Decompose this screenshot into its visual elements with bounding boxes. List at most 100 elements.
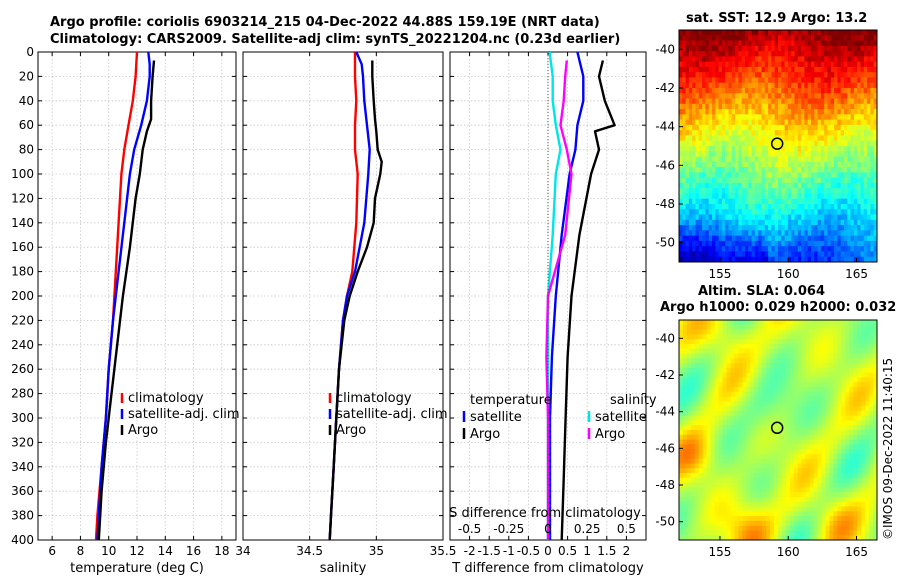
map-cell <box>692 72 696 78</box>
map-cell <box>809 430 815 436</box>
map-cell <box>867 198 871 205</box>
map-cell <box>873 235 878 242</box>
map-cell <box>784 61 789 68</box>
map-cell <box>845 367 850 374</box>
map-cell <box>735 214 739 221</box>
map-cell <box>850 209 855 215</box>
map-cell <box>785 501 791 507</box>
map-cell <box>793 401 799 407</box>
map-cell <box>728 235 733 242</box>
map-cell <box>781 82 785 89</box>
map-cell <box>682 425 688 431</box>
map-cell <box>730 449 735 455</box>
map-cell <box>785 391 791 397</box>
map-cell <box>829 372 834 378</box>
map-cell <box>726 492 731 498</box>
map-cell <box>804 66 809 73</box>
map-cell <box>804 204 809 210</box>
map-cell <box>758 329 763 335</box>
map-cell <box>865 420 870 426</box>
map-cell <box>789 396 795 402</box>
map-cell <box>679 88 683 94</box>
map-cell <box>837 444 842 450</box>
map-cell <box>722 487 727 493</box>
map-cell <box>805 453 811 460</box>
map-cell <box>692 82 696 89</box>
map-cell <box>853 406 858 412</box>
map-cell <box>725 56 729 63</box>
map-cell <box>698 468 704 474</box>
map-cell <box>692 225 696 231</box>
map-cell <box>679 444 684 450</box>
map-cell <box>797 198 802 205</box>
map-cell <box>785 506 791 512</box>
map-cell <box>714 377 719 383</box>
map-cell <box>850 61 855 68</box>
map-cell <box>758 415 763 421</box>
map-cell <box>698 130 703 136</box>
map-cell <box>750 410 755 417</box>
map-cell <box>857 124 861 131</box>
map-cell <box>844 246 848 252</box>
map-cell <box>694 430 700 436</box>
map-cell <box>860 225 865 231</box>
map-cell <box>853 372 858 378</box>
map-cell <box>688 167 693 173</box>
map-cell <box>860 93 865 99</box>
map-cell <box>867 240 871 247</box>
map-cell <box>791 161 795 168</box>
map-cell <box>781 51 785 57</box>
map-cell <box>708 77 713 84</box>
map-cell <box>768 30 772 36</box>
map-cell <box>791 151 795 157</box>
map-cell <box>771 66 776 73</box>
map-cell <box>730 420 735 426</box>
map-cell <box>797 334 803 340</box>
map-cell <box>781 449 787 455</box>
map-cell <box>857 391 862 397</box>
map-cell <box>685 246 690 252</box>
map-cell <box>770 439 775 445</box>
map-cell <box>781 482 787 488</box>
map-cell <box>735 103 739 110</box>
map-cell <box>853 61 858 68</box>
map-cell <box>834 45 838 52</box>
map-cell <box>781 415 787 421</box>
map-cell <box>813 449 818 455</box>
map-cell <box>821 353 826 359</box>
map-cell <box>814 98 818 105</box>
map-cell <box>758 177 762 184</box>
map-cell <box>820 82 825 89</box>
map-cell <box>702 339 708 345</box>
map-cell <box>686 501 692 507</box>
map-cell <box>809 396 815 402</box>
map-cell <box>789 444 795 450</box>
map-cell <box>762 382 767 388</box>
map-cell <box>738 214 743 221</box>
map-cell <box>738 140 743 147</box>
map-cell <box>750 339 755 345</box>
map-cell <box>682 372 688 378</box>
map-cell <box>761 109 766 115</box>
map-cell <box>735 93 739 99</box>
map-cell <box>787 256 792 263</box>
map-cell <box>771 225 776 231</box>
map-cell <box>774 130 779 136</box>
map-cell <box>714 434 719 440</box>
map-cell <box>830 114 835 121</box>
map-cell <box>821 329 826 335</box>
map-cell <box>698 109 703 115</box>
map-cell <box>735 66 739 73</box>
map-cell <box>685 66 690 73</box>
map-cell <box>784 45 789 52</box>
map-cell <box>735 182 739 189</box>
map-cell <box>721 214 726 221</box>
map-x-tick-label: 165 <box>845 267 868 281</box>
map-cell <box>685 177 690 184</box>
map-cell <box>869 415 874 421</box>
map-cell <box>718 77 723 84</box>
map-cell <box>794 140 799 147</box>
map-cell <box>690 386 696 393</box>
map-cell <box>748 56 752 63</box>
map-cell <box>762 391 767 397</box>
